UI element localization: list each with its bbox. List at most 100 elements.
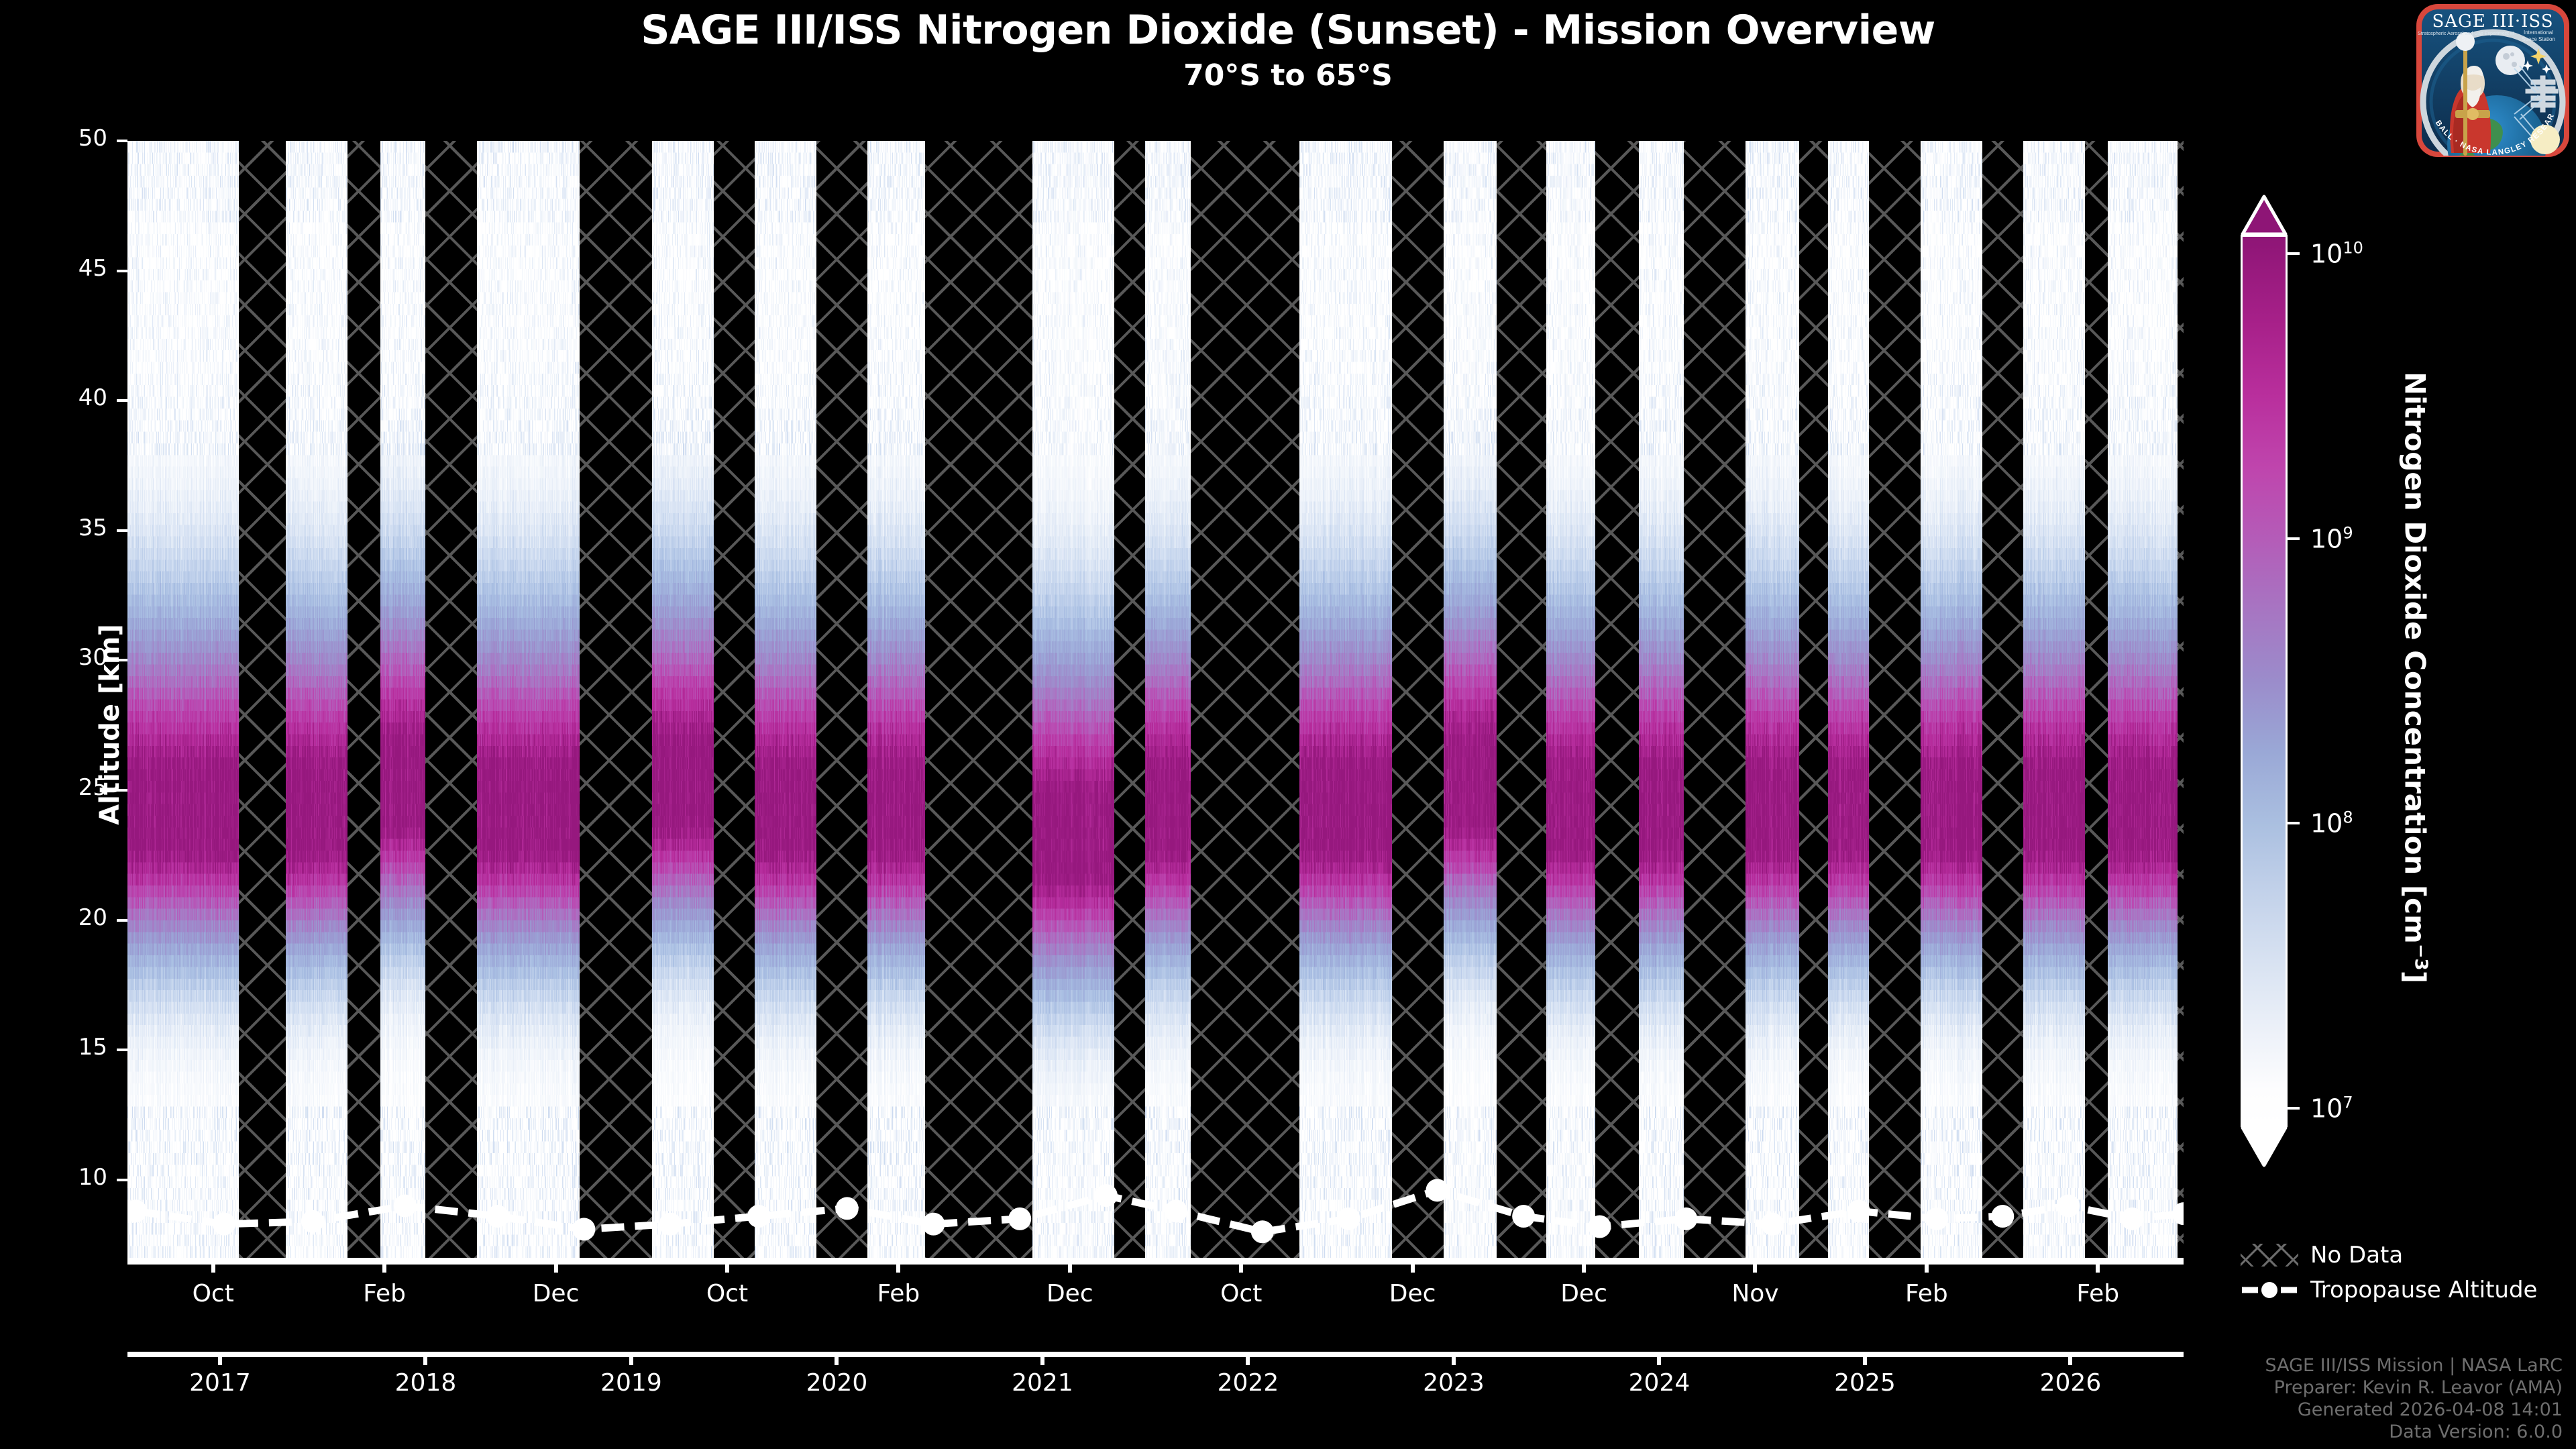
heatmap-column-canvas [867,141,926,1258]
heatmap-column-canvas [1746,141,1799,1258]
svg-text:Stratospheric Aerosol and Gas: Stratospheric Aerosol and Gas Experiment… [2418,30,2514,36]
year-tick-label: 2019 [600,1369,662,1397]
sage-iii-iss-mission-patch-logo: BALL · NASA LANGLEY RESEARCH CENTER · ES… [2416,4,2569,157]
month-tick-mark [211,1258,215,1273]
colorbar-title-text: Nitrogen Dioxide Concentration [cm [2398,372,2432,944]
y-tick-mark [117,789,127,792]
month-tick-mark [2096,1258,2100,1273]
month-tick-mark [896,1258,901,1273]
heatmap-column-canvas [1032,141,1115,1258]
heatmap-column-canvas [1920,141,1982,1258]
year-tick-mark [1246,1352,1250,1365]
heatmap-campaign-column [1827,141,1870,1258]
heatmap-campaign-column [1546,141,1596,1258]
heatmap-column-canvas [477,141,580,1258]
heatmap-column-canvas [1638,141,1684,1258]
heatmap-campaign-column [286,141,347,1258]
year-tick-label: 2022 [1217,1369,1279,1397]
heatmap-column-canvas [380,141,426,1258]
heatmap-column-canvas [286,141,347,1258]
year-tick-label: 2025 [1834,1369,1896,1397]
year-tick-label: 2024 [1628,1369,1690,1397]
month-tick-label: Feb [1905,1280,1948,1307]
colorbar-tick-label: 108 [2310,808,2353,839]
colorbar-tick-label: 107 [2310,1093,2353,1124]
heatmap-data-layer [127,141,2184,1258]
legend-item-no-data: No Data [2241,1238,2563,1273]
year-tick-label: 2021 [1012,1369,1073,1397]
y-tick-label: 20 [78,904,107,931]
y-tick-mark [117,1049,127,1052]
month-tick-label: Oct [1220,1280,1263,1307]
y-tick-mark [117,659,127,662]
heatmap-column-canvas [651,141,714,1258]
heatmap-column-canvas [127,141,239,1258]
year-tick-mark [835,1352,839,1365]
legend-label-no-data: No Data [2310,1242,2404,1269]
month-tick-label: Oct [192,1280,234,1307]
colorbar-tick-mark [2288,1107,2300,1110]
year-tick-mark [629,1352,633,1365]
colorbar-extend-min-arrow [2241,1126,2288,1167]
y-tick-mark [117,140,127,142]
colorbar-tick-label: 1010 [2310,238,2363,269]
no-data-hatch-icon [2241,1244,2298,1267]
heatmap-campaign-column [1746,141,1799,1258]
month-tick-mark [1582,1258,1587,1273]
month-tick-label: Dec [1560,1280,1607,1307]
colorbar-tick-mark [2288,252,2300,255]
month-tick-label: Oct [706,1280,749,1307]
colorbar-title: Nitrogen Dioxide Concentration [cm−3] [2399,372,2432,983]
svg-text:International: International [2524,30,2553,36]
heatmap-campaign-column [1032,141,1115,1258]
legend-label-tropopause: Tropopause Altitude [2310,1277,2538,1303]
heatmap-campaign-column [1443,141,1497,1258]
month-tick-label: Dec [1046,1280,1093,1307]
heatmap-column-canvas [1546,141,1596,1258]
footer-credits: SAGE III/ISS Mission | NASA LaRC Prepare… [2265,1355,2563,1444]
year-tick-label: 2018 [394,1369,457,1397]
heatmap-column-canvas [1145,141,1191,1258]
year-tick-mark [2068,1352,2073,1365]
year-tick-label: 2017 [189,1369,251,1397]
y-tick-mark [117,1178,127,1181]
heatmap-column-canvas [1299,141,1392,1258]
heatmap-campaign-column [2023,141,2085,1258]
heatmap-column-canvas [1827,141,1870,1258]
heatmap-campaign-column [1145,141,1191,1258]
month-tick-label: Feb [877,1280,920,1307]
month-tick-label: Dec [1389,1280,1436,1307]
year-tick-mark [1862,1352,1867,1365]
year-axis-line [127,1352,2184,1357]
legend-item-tropopause: Tropopause Altitude [2241,1273,2563,1307]
svg-text:SAGE III·ISS: SAGE III·ISS [2432,11,2553,32]
heatmap-campaign-column [1299,141,1392,1258]
heatmap-campaign-column [380,141,426,1258]
year-tick-label: 2026 [2039,1369,2102,1397]
month-tick-mark [724,1258,729,1273]
year-tick-mark [1657,1352,1662,1365]
colorbar: 1010 109 108 107 [2241,195,2363,1167]
month-tick-mark [1410,1258,1415,1273]
footer-line-generated: Generated 2026-04-08 14:01 [2297,1399,2563,1421]
month-tick-mark [1924,1258,1929,1273]
colorbar-extend-max-arrow [2241,195,2288,236]
heatmap-campaign-column [754,141,816,1258]
year-tick-mark [217,1352,222,1365]
month-tick-label: Nov [1731,1280,1779,1307]
y-tick-mark [117,399,127,402]
footer-line-preparer: Preparer: Kevin R. Leavor (AMA) [2273,1377,2563,1399]
year-tick-mark [423,1352,428,1365]
month-tick-mark [1753,1258,1758,1273]
y-tick-mark [117,529,127,532]
colorbar-tick-mark [2288,537,2300,540]
y-tick-label: 45 [78,254,107,282]
year-tick-mark [1040,1352,1044,1365]
y-tick-label: 30 [78,644,107,672]
month-axis-line [127,1258,2184,1265]
page-title: SAGE III/ISS Nitrogen Dioxide (Sunset) -… [641,7,1935,54]
heatmap-campaign-column [2107,141,2178,1258]
heatmap-column-canvas [2107,141,2178,1258]
y-tick-mark [117,269,127,272]
heatmap-column-canvas [1443,141,1497,1258]
